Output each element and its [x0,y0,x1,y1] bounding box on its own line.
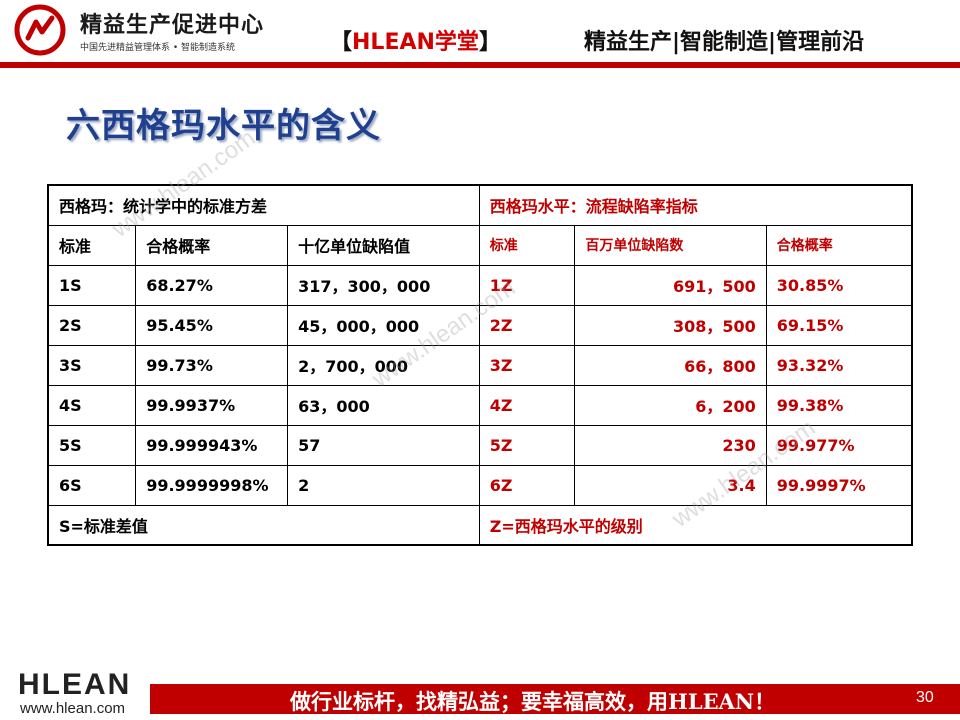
brand-open-bracket: 【 [330,30,353,55]
cell-s-level: 5S [47,424,137,466]
left-group-header: 西格玛：统计学中的标准方差 [47,184,480,226]
table-row: 5S 99.999943% 57 5Z 230 99.977% [47,424,913,466]
cell-s-pass-prob: 99.9937% [135,384,289,426]
cell-s-level: 6S [47,464,137,506]
header-divider [0,62,960,68]
table-footer-row: S=标准差值 Z=西格玛水平的级别 [47,504,913,546]
cell-z-dpmo: 308，500 [574,304,767,346]
cell-s-defects: 2，700，000 [287,344,480,386]
right-footer-note: Z=西格玛水平的级别 [478,504,913,546]
right-group-header: 西格玛水平：流程缺陷率指标 [478,184,913,226]
footer-band [150,684,960,714]
org-subtitle: 中国先进精益管理体系 • 智能制造系统 [80,43,236,53]
col-header-pass-prob-z: 合格概率 [765,224,913,266]
cell-z-dpmo: 6，200 [574,384,767,426]
footer-logo: HLEAN [18,668,132,701]
sigma-table: 西格玛：统计学中的标准方差 西格玛水平：流程缺陷率指标 标准 合格概率 十亿单位… [47,184,913,546]
org-logo-icon [14,4,66,56]
brand-close-bracket: 】 [478,30,501,55]
left-footer-note: S=标准差值 [47,504,480,546]
cell-z-level: 6Z [478,464,576,506]
cell-s-level: 3S [47,344,137,386]
org-name: 精益生产促进中心 [80,13,265,38]
cell-s-defects: 2 [287,464,480,506]
cell-s-pass-prob: 68.27% [135,264,289,306]
col-header-defects-billion: 十亿单位缺陷值 [287,224,480,266]
cell-s-level: 1S [47,264,137,306]
table-row: 6S 99.9999998% 2 6Z 3.4 99.9997% [47,464,913,506]
cell-s-defects: 63，000 [287,384,480,426]
cell-z-dpmo: 3.4 [574,464,767,506]
cell-z-level: 5Z [478,424,576,466]
cell-z-level: 2Z [478,304,576,346]
col-header-standard-z: 标准 [478,224,576,266]
cell-z-level: 4Z [478,384,576,426]
header: 精益生产促进中心 中国先进精益管理体系 • 智能制造系统 【HLEAN学堂】 精… [0,0,960,68]
cell-z-pass-prob: 99.977% [765,424,913,466]
cell-s-pass-prob: 95.45% [135,304,289,346]
header-tagline: 精益生产|智能制造|管理前沿 [584,30,865,55]
cell-s-defects: 45，000，000 [287,304,480,346]
table-row: 2S 95.45% 45，000，000 2Z 308，500 69.15% [47,304,913,346]
cell-z-dpmo: 691，500 [574,264,767,306]
cell-s-pass-prob: 99.999943% [135,424,289,466]
cell-s-defects: 317，300，000 [287,264,480,306]
brand-hlean: HLEAN [352,30,435,55]
footer-url: www.hlean.com [20,700,126,717]
cell-s-level: 2S [47,304,137,346]
cell-z-level: 1Z [478,264,576,306]
col-header-dpmo: 百万单位缺陷数 [574,224,767,266]
col-header-standard: 标准 [47,224,137,266]
hlean-brand: 【HLEAN学堂】 [330,24,501,56]
cell-s-pass-prob: 99.73% [135,344,289,386]
cell-s-defects: 57 [287,424,480,466]
col-header-pass-prob: 合格概率 [135,224,289,266]
cell-z-pass-prob: 30.85% [765,264,913,306]
table-column-header-row: 标准 合格概率 十亿单位缺陷值 标准 百万单位缺陷数 合格概率 [47,224,913,266]
cell-z-level: 3Z [478,344,576,386]
cell-z-pass-prob: 99.9997% [765,464,913,506]
cell-z-pass-prob: 93.32% [765,344,913,386]
cell-s-pass-prob: 99.9999998% [135,464,289,506]
table-row: 3S 99.73% 2，700，000 3Z 66，800 93.32% [47,344,913,386]
brand-xuetang: 学堂 [434,30,479,55]
cell-z-dpmo: 66，800 [574,344,767,386]
cell-z-pass-prob: 69.15% [765,304,913,346]
cell-s-level: 4S [47,384,137,426]
table-row: 1S 68.27% 317，300，000 1Z 691，500 30.85% [47,264,913,306]
slide-title: 六西格玛水平的含义 [66,106,381,146]
cell-z-pass-prob: 99.38% [765,384,913,426]
page-number: 30 [916,689,934,706]
footer-slogan: 做行业标杆，找精弘益；要幸福高效，用HLEAN！ [290,689,776,714]
table-row: 4S 99.9937% 63，000 4Z 6，200 99.38% [47,384,913,426]
cell-z-dpmo: 230 [574,424,767,466]
table-group-header-row: 西格玛：统计学中的标准方差 西格玛水平：流程缺陷率指标 [47,184,913,226]
